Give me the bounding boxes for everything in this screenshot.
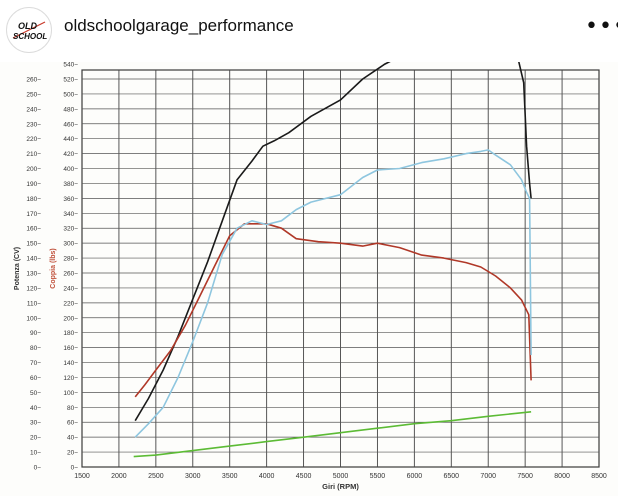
series-line-1 <box>134 223 532 398</box>
torque-tick-label: 480− <box>63 106 78 113</box>
torque-tick-label: 300− <box>63 241 78 248</box>
x-tick-label: 7000 <box>480 473 496 480</box>
torque-tick-label: 500− <box>63 91 78 98</box>
torque-tick-label: 60− <box>67 420 78 427</box>
power-tick-label: 140− <box>26 256 41 263</box>
x-tick-label: 5500 <box>370 473 386 480</box>
torque-tick-label: 120− <box>63 375 78 382</box>
x-tick-label: 1500 <box>74 473 90 480</box>
torque-tick-label: 280− <box>63 256 78 263</box>
oldschool-logo: OLD SCHOOL <box>8 9 50 51</box>
torque-tick-label: 520− <box>63 77 78 84</box>
power-tick-label: 10− <box>30 450 41 457</box>
torque-tick-label: 340− <box>63 211 78 218</box>
series-line-2 <box>134 149 532 438</box>
x-tick-label: 5000 <box>333 473 349 480</box>
torque-tick-label: 80− <box>67 405 78 412</box>
x-axis-ticks: 1500 2000 2500 3000 3500 4000 4500 5000 5500 6000… <box>74 473 607 480</box>
power-tick-label: 150− <box>26 241 41 248</box>
y-axis-label-torque: Coppia (lbs) <box>50 248 57 288</box>
post-header: OLD SCHOOL oldschoolgarage_performance •… <box>0 0 618 58</box>
x-tick-label: 7500 <box>517 473 533 480</box>
power-tick-label: 220− <box>26 136 41 143</box>
torque-tick-label: 440− <box>63 136 78 143</box>
x-tick-label: 2500 <box>148 473 164 480</box>
series-line-3 <box>133 411 532 458</box>
torque-tick-label: 100− <box>63 390 78 397</box>
x-tick-label: 2000 <box>111 473 127 480</box>
torque-tick-label: 240− <box>63 285 78 292</box>
power-tick-label: 0− <box>34 465 42 472</box>
power-tick-label: 160− <box>26 226 41 233</box>
power-tick-label: 180− <box>26 196 41 203</box>
y-axis-ticks: 0− 10− 20− 30− 40− 50− 60− 70− 80− 90− 100− 110− 120… <box>26 62 79 472</box>
torque-tick-label: 140− <box>63 360 78 367</box>
power-tick-label: 70− <box>30 360 41 367</box>
x-tick-label: 6000 <box>407 473 423 480</box>
torque-tick-label: 360− <box>63 196 78 203</box>
y-axis-label-power: Potenza (CV) <box>14 247 21 290</box>
post-image: 0− 10− 20− 30− 40− 50− 60− 70− 80− 90− 100− 110− 120… <box>0 12 618 496</box>
torque-tick-label: 260− <box>63 271 78 278</box>
power-tick-label: 20− <box>30 435 41 442</box>
power-tick-label: 260− <box>26 77 41 84</box>
x-tick-label: 3000 <box>185 473 201 480</box>
post-username[interactable]: oldschoolgarage_performance <box>64 16 294 35</box>
torque-tick-label: 320− <box>63 226 78 233</box>
torque-tick-label: 380− <box>63 181 78 188</box>
torque-tick-label: 420− <box>63 151 78 158</box>
torque-tick-label: 160− <box>63 345 78 352</box>
power-tick-label: 230− <box>26 121 41 128</box>
x-tick-label: 6500 <box>443 473 459 480</box>
power-tick-label: 80− <box>30 345 41 352</box>
power-tick-label: 50− <box>30 390 41 397</box>
power-tick-label: 90− <box>30 330 41 337</box>
torque-tick-label: 180− <box>63 330 78 337</box>
x-tick-label: 4500 <box>296 473 312 480</box>
torque-tick-label: 460− <box>63 121 78 128</box>
x-tick-label: 8000 <box>554 473 570 480</box>
power-tick-label: 40− <box>30 405 41 412</box>
power-tick-label: 110− <box>27 300 41 307</box>
dyno-chart: 0− 10− 20− 30− 40− 50− 60− 70− 80− 90− 100− 110− 120… <box>14 12 607 491</box>
torque-tick-label: 400− <box>63 166 78 173</box>
power-tick-label: 200− <box>26 166 41 173</box>
power-tick-label: 120− <box>26 285 41 292</box>
power-tick-label: 100− <box>26 315 41 322</box>
torque-tick-label: 0− <box>71 465 79 472</box>
x-tick-label: 8500 <box>591 473 607 480</box>
svg-text:SCHOOL: SCHOOL <box>13 32 47 41</box>
power-tick-label: 30− <box>30 420 41 427</box>
power-tick-label: 190− <box>26 181 41 188</box>
power-tick-label: 130− <box>26 271 41 278</box>
power-tick-label: 60− <box>30 375 41 382</box>
power-tick-label: 170− <box>26 211 41 218</box>
power-tick-label: 250− <box>26 91 41 98</box>
more-options-icon[interactable]: ••• <box>585 14 618 39</box>
profile-avatar[interactable]: OLD SCHOOL <box>6 7 52 53</box>
torque-tick-label: 20− <box>67 450 78 457</box>
torque-tick-label: 220− <box>63 300 78 307</box>
torque-tick-label: 40− <box>67 435 78 442</box>
x-axis-label: Giri (RPM) <box>322 482 359 491</box>
x-tick-label: 4000 <box>259 473 275 480</box>
torque-tick-label: 540− <box>63 62 78 69</box>
svg-text:OLD: OLD <box>18 21 37 31</box>
torque-tick-label: 200− <box>63 315 78 322</box>
power-tick-label: 240− <box>26 106 41 113</box>
power-tick-label: 210− <box>26 151 41 158</box>
x-tick-label: 3500 <box>222 473 238 480</box>
